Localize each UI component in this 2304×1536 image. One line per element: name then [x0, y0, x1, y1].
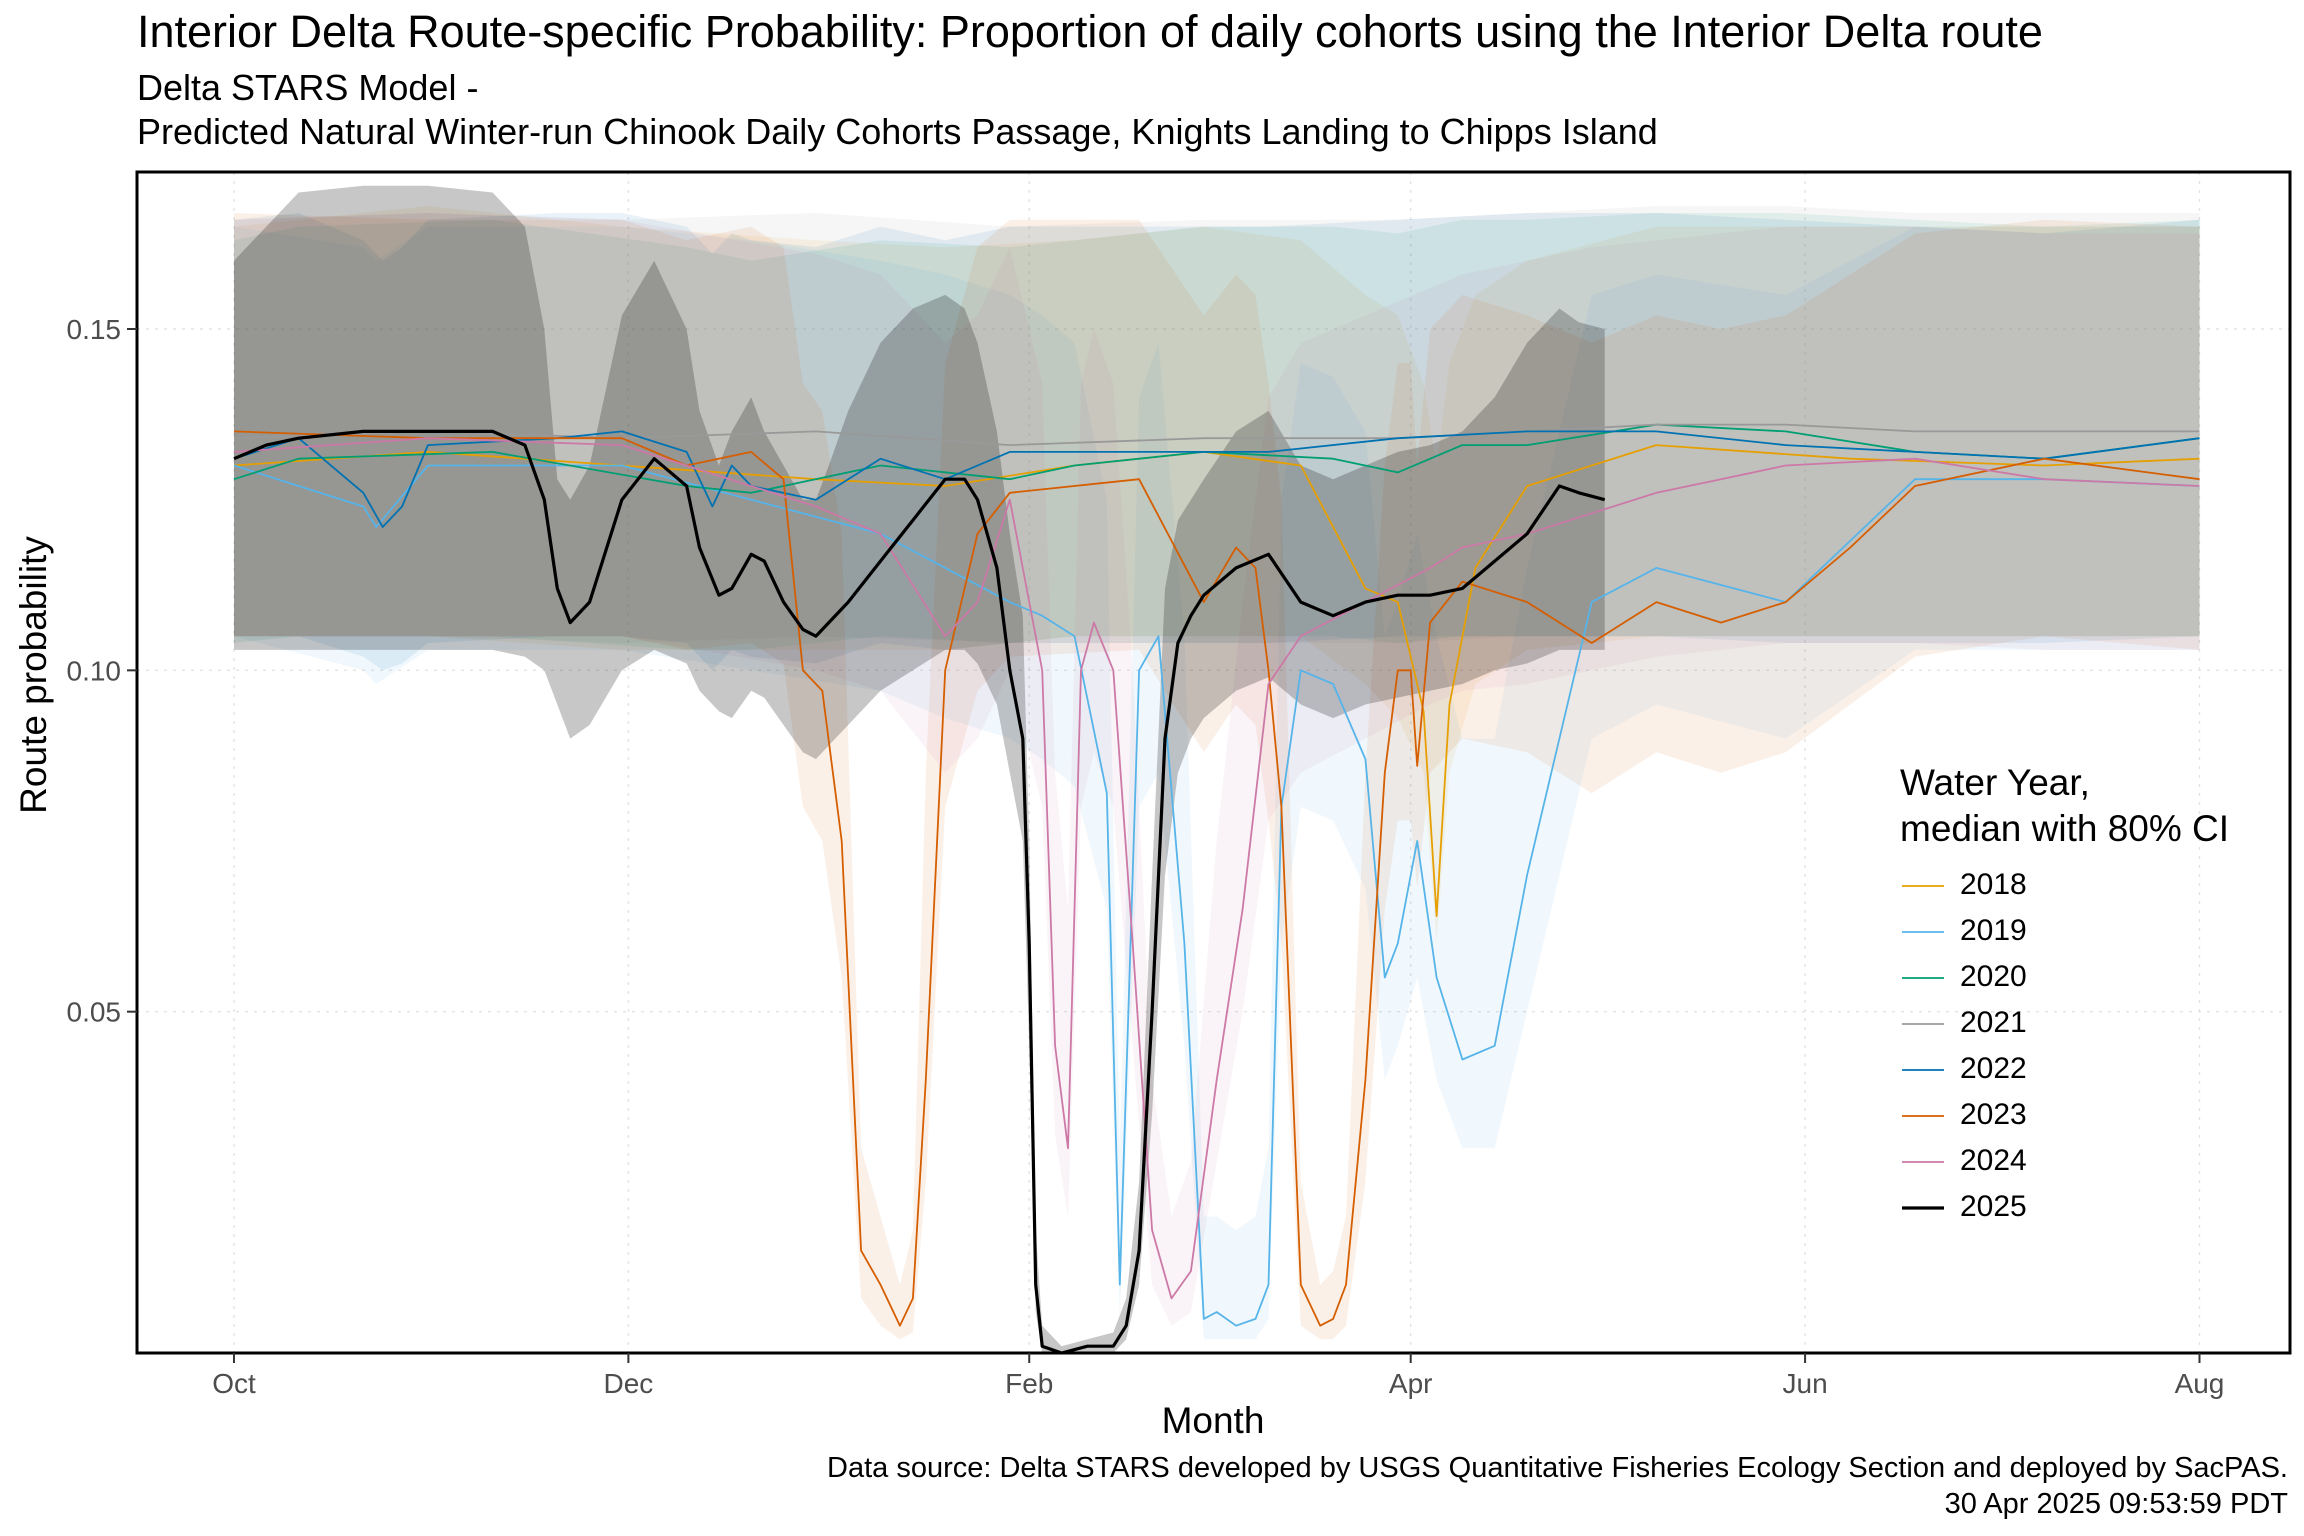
- confidence-bands: [234, 185, 2200, 1354]
- y-axis-label: Route probability: [13, 536, 54, 814]
- series-line-2024: [233, 437, 2200, 1300]
- chart-subtitle-line-2: Predicted Natural Winter-run Chinook Dai…: [137, 111, 1658, 152]
- legend-label-2023: 2023: [1960, 1098, 2027, 1131]
- ci-band-2019: [234, 226, 2200, 1340]
- y-tick-label: 0.05: [67, 997, 122, 1028]
- legend-title-line-2: median with 80% CI: [1900, 808, 2230, 849]
- x-tick-label: Feb: [1005, 1368, 1053, 1399]
- series-line-2025: [233, 429, 1606, 1355]
- x-tick-label: Oct: [212, 1368, 256, 1399]
- plot-panel-border: [135, 170, 2292, 1355]
- ci-band-2022: [234, 213, 2200, 671]
- ci-band-2018: [234, 206, 2200, 944]
- legend-label-2019: 2019: [1960, 914, 2027, 947]
- ci-band-2020: [234, 213, 2200, 650]
- legend-label-2018: 2018: [1960, 868, 2027, 901]
- x-tick-label: Aug: [2175, 1368, 2225, 1399]
- legend-title-line-1: Water Year,: [1900, 762, 2090, 803]
- x-tick-label: Jun: [1783, 1368, 1828, 1399]
- series-lines: [233, 423, 2200, 1355]
- x-axis-label: Month: [1161, 1400, 1265, 1441]
- y-tick-label: 0.15: [67, 314, 122, 345]
- data-source-caption: Data source: Delta STARS developed by US…: [827, 1452, 2288, 1484]
- chart-subtitle-line-1: Delta STARS Model -: [137, 67, 479, 108]
- chart-title: Interior Delta Route-specific Probabilit…: [137, 6, 2043, 57]
- ci-band-2021: [234, 206, 2200, 643]
- legend-label-2025: 2025: [1960, 1190, 2027, 1223]
- series-line-2022: [233, 430, 2200, 528]
- legend-label-2022: 2022: [1960, 1052, 2027, 1085]
- legend-label-2021: 2021: [1960, 1006, 2027, 1039]
- series-line-2020: [233, 423, 2200, 494]
- ci-band-2024: [234, 213, 2200, 1326]
- ci-band-2025: [234, 185, 1605, 1354]
- legend-label-2020: 2020: [1960, 960, 2027, 993]
- axes: Oct Dec Feb Apr Jun Aug 0.05 0.10 0.15: [67, 314, 2225, 1399]
- ci-band-2023: [234, 213, 2200, 1340]
- series-line-2023: [233, 430, 2200, 1327]
- y-tick-label: 0.10: [67, 655, 122, 686]
- legend-keys: [1902, 885, 1944, 1210]
- timestamp-caption: 30 Apr 2025 09:53:59 PDT: [1944, 1488, 2288, 1520]
- legend-label-2024: 2024: [1960, 1144, 2027, 1177]
- series-line-2019: [233, 464, 2200, 1327]
- x-tick-label: Apr: [1389, 1368, 1433, 1399]
- x-tick-label: Dec: [603, 1368, 653, 1399]
